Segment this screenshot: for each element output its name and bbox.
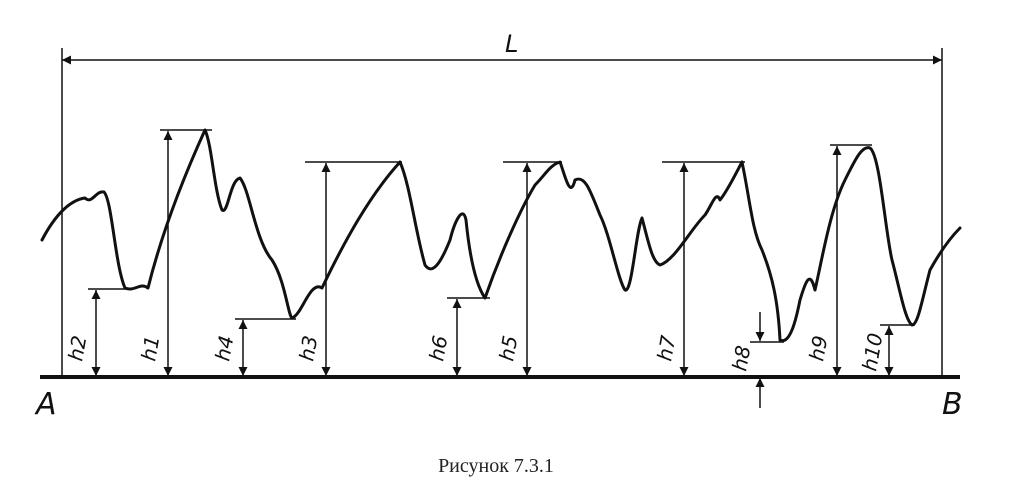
h4-label: h4 (210, 334, 238, 363)
h9-label: h9 (804, 334, 832, 363)
h1-label: h1 (136, 334, 164, 363)
h10-label: h10 (857, 331, 887, 373)
h8-label: h8 (727, 344, 755, 373)
h6-label: h6 (424, 334, 452, 363)
end-point-label: B (942, 387, 963, 422)
h5-label: h5 (494, 334, 522, 363)
profile-curve (40, 128, 962, 343)
h2-label: h2 (63, 334, 91, 363)
h3-label: h3 (294, 334, 322, 363)
h7-label: h7 (652, 333, 680, 362)
figure-caption: Рисунок 7.3.1 (438, 455, 554, 477)
length-label: L (505, 30, 518, 58)
start-point-label: A (34, 387, 57, 422)
